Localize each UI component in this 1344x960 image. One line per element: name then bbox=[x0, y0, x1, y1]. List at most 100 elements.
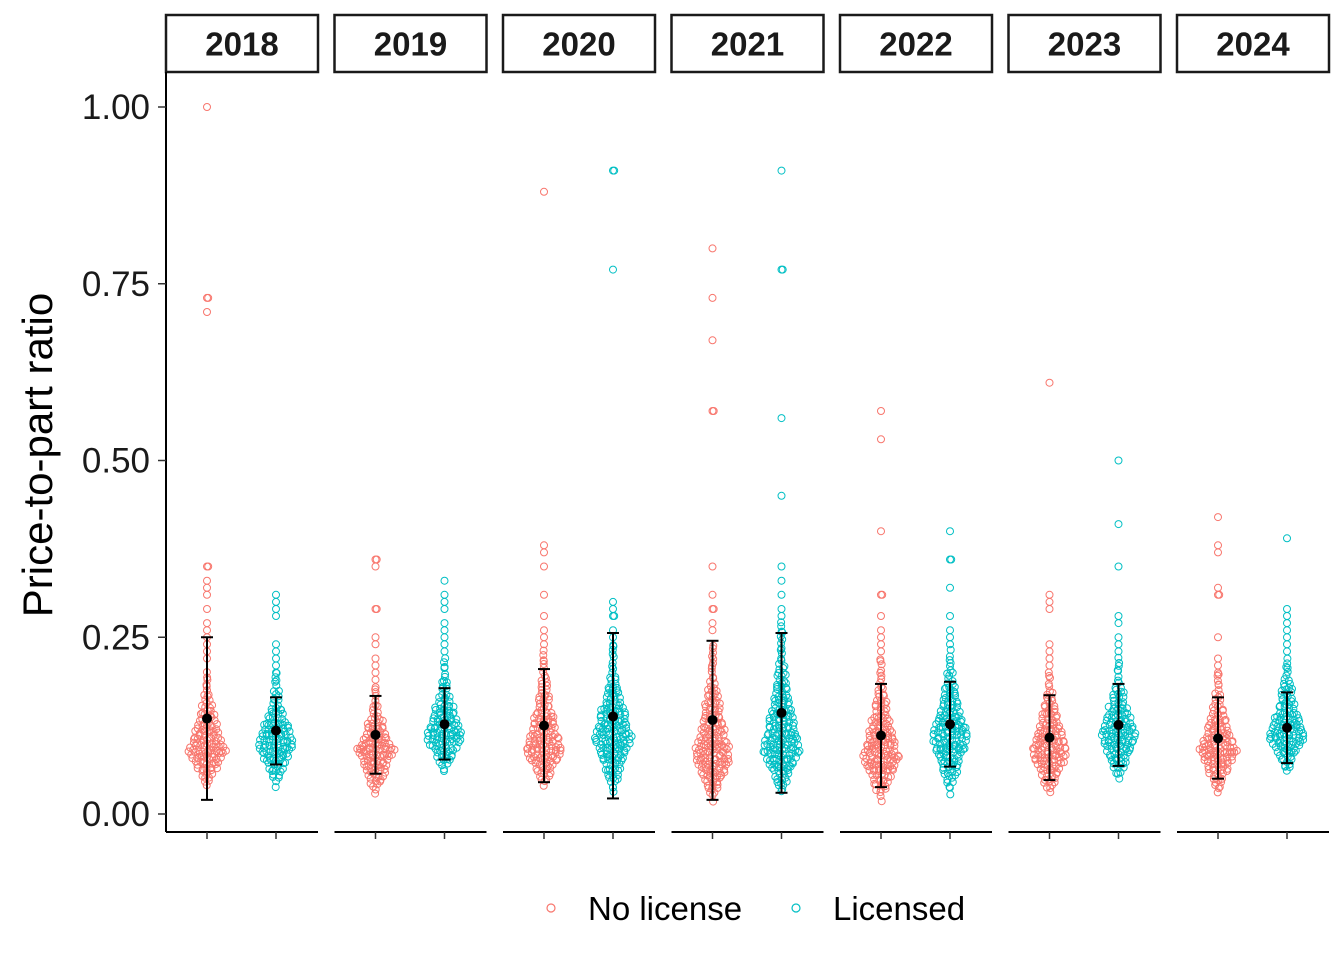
data-point bbox=[952, 736, 961, 745]
data-point bbox=[540, 612, 548, 620]
data-point bbox=[551, 748, 560, 757]
data-point bbox=[203, 605, 211, 613]
data-point bbox=[1283, 664, 1292, 672]
group-licensed bbox=[759, 166, 804, 796]
data-point bbox=[954, 712, 963, 721]
data-point bbox=[535, 695, 543, 704]
data-point bbox=[371, 675, 380, 684]
data-point bbox=[1277, 690, 1286, 699]
data-point bbox=[360, 757, 369, 766]
data-point bbox=[791, 732, 800, 741]
data-point bbox=[358, 741, 366, 749]
data-point bbox=[440, 672, 449, 681]
data-point bbox=[540, 640, 548, 649]
group-licensed bbox=[423, 576, 465, 775]
data-point bbox=[548, 717, 557, 726]
facet-strip bbox=[164, 13, 320, 74]
data-point bbox=[208, 701, 217, 710]
data-point bbox=[273, 714, 282, 723]
data-point bbox=[713, 778, 722, 786]
data-point bbox=[554, 740, 563, 749]
data-point bbox=[777, 612, 786, 620]
data-point bbox=[383, 750, 392, 759]
data-point bbox=[1052, 718, 1061, 727]
data-point bbox=[946, 662, 954, 671]
data-point bbox=[877, 660, 886, 669]
data-point bbox=[955, 707, 964, 716]
group-no-license bbox=[353, 555, 399, 798]
data-point bbox=[364, 761, 373, 770]
data-point bbox=[701, 708, 710, 717]
data-point bbox=[954, 752, 963, 761]
data-point bbox=[1123, 740, 1131, 749]
data-point bbox=[193, 753, 202, 762]
data-point bbox=[882, 747, 891, 756]
data-point bbox=[955, 743, 964, 752]
mean-point bbox=[370, 729, 381, 740]
data-point bbox=[1221, 715, 1230, 724]
data-point bbox=[452, 715, 461, 724]
data-point bbox=[867, 716, 876, 725]
group-licensed bbox=[929, 527, 971, 799]
data-point bbox=[546, 727, 555, 736]
data-point bbox=[1283, 667, 1292, 676]
legend-key bbox=[791, 903, 801, 913]
data-point bbox=[947, 555, 956, 564]
data-point bbox=[208, 769, 217, 778]
data-point bbox=[871, 718, 880, 727]
data-point bbox=[1280, 699, 1289, 708]
data-point bbox=[265, 741, 274, 750]
data-point bbox=[269, 765, 278, 774]
data-point bbox=[1121, 731, 1130, 740]
data-point bbox=[713, 784, 722, 792]
legend-label: No license bbox=[588, 890, 742, 927]
data-point bbox=[595, 730, 604, 739]
data-point bbox=[272, 612, 280, 620]
data-point bbox=[528, 730, 537, 738]
data-point bbox=[877, 527, 885, 536]
data-point bbox=[945, 656, 954, 665]
data-point bbox=[778, 265, 787, 274]
facet-strip-label: 2024 bbox=[1216, 26, 1290, 63]
data-point bbox=[207, 739, 216, 748]
data-point bbox=[272, 681, 281, 690]
mean-point bbox=[439, 719, 450, 730]
facet-strip bbox=[1175, 13, 1331, 74]
data-point bbox=[1121, 753, 1130, 762]
data-point bbox=[438, 683, 447, 691]
data-point bbox=[204, 690, 213, 699]
data-point bbox=[286, 733, 295, 742]
facet-strip bbox=[838, 13, 994, 74]
data-point bbox=[709, 407, 718, 415]
data-point bbox=[870, 765, 879, 774]
data-point bbox=[1204, 729, 1213, 738]
data-point bbox=[373, 751, 382, 760]
data-point bbox=[1114, 520, 1123, 529]
data-point bbox=[620, 718, 629, 727]
facet-panel-2018: 2018 bbox=[164, 13, 320, 839]
data-point bbox=[953, 703, 961, 712]
data-point bbox=[777, 590, 786, 599]
facet-panel-2021: 2021 bbox=[670, 13, 825, 839]
data-point bbox=[866, 735, 874, 744]
mean-point bbox=[1282, 722, 1292, 733]
data-point bbox=[1057, 730, 1066, 739]
data-point bbox=[1040, 726, 1049, 735]
data-point bbox=[708, 590, 717, 599]
data-point bbox=[720, 743, 729, 752]
data-point bbox=[217, 736, 225, 745]
data-point bbox=[789, 718, 798, 727]
data-point bbox=[1059, 737, 1068, 745]
data-point bbox=[373, 702, 382, 711]
data-point bbox=[868, 741, 876, 750]
data-point bbox=[430, 724, 439, 733]
data-point bbox=[937, 744, 946, 753]
data-point bbox=[540, 187, 548, 196]
data-point bbox=[1218, 747, 1227, 756]
data-point bbox=[715, 704, 724, 713]
mean-point bbox=[876, 730, 886, 741]
data-point bbox=[361, 733, 370, 742]
data-point bbox=[265, 764, 274, 773]
data-point bbox=[193, 724, 202, 733]
data-point bbox=[442, 681, 451, 690]
